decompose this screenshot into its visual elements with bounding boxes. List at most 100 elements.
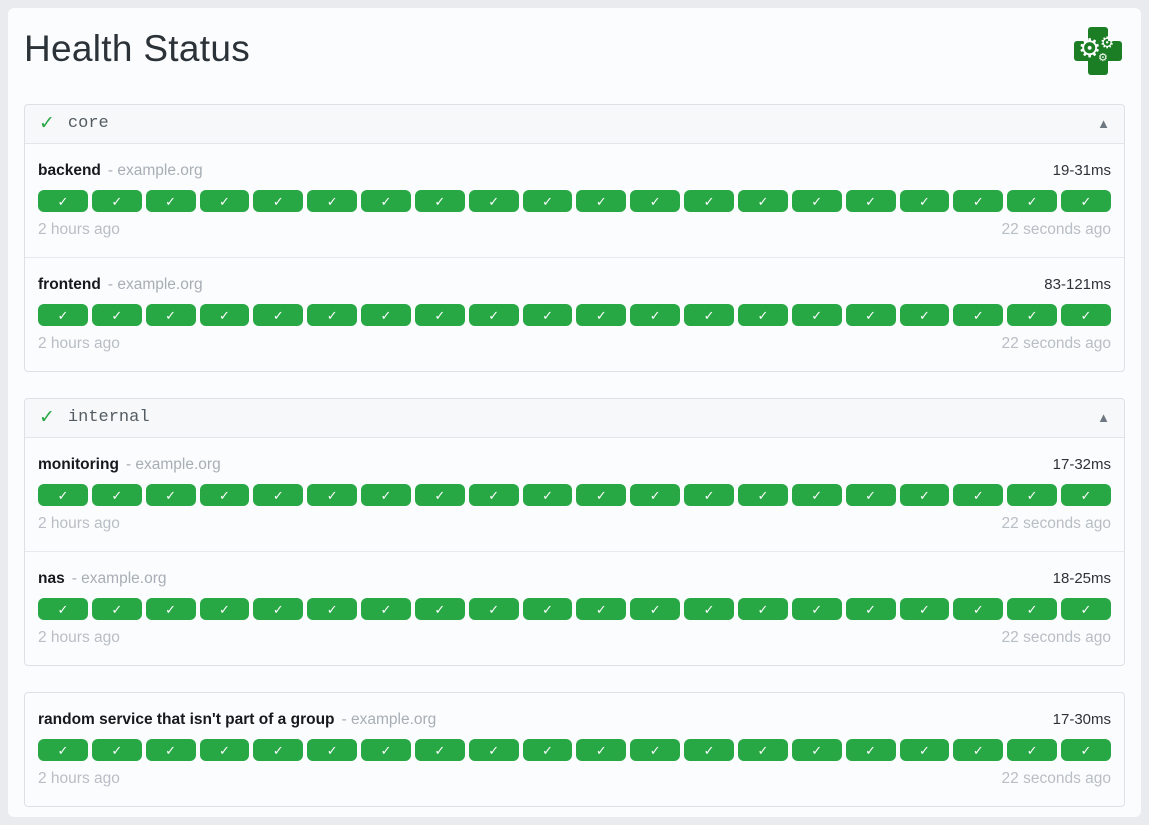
status-badge-success[interactable]: ✓ bbox=[1007, 304, 1058, 326]
status-badge-success[interactable]: ✓ bbox=[845, 304, 896, 326]
status-badge-success[interactable]: ✓ bbox=[307, 598, 358, 620]
status-badge-success[interactable]: ✓ bbox=[145, 484, 196, 506]
status-badge-success[interactable]: ✓ bbox=[38, 304, 88, 326]
status-badge-success[interactable]: ✓ bbox=[199, 598, 250, 620]
status-badge-success[interactable]: ✓ bbox=[91, 190, 142, 212]
status-badge-success[interactable]: ✓ bbox=[576, 598, 627, 620]
status-badge-success[interactable]: ✓ bbox=[145, 190, 196, 212]
status-badge-success[interactable]: ✓ bbox=[307, 190, 358, 212]
status-badge-success[interactable]: ✓ bbox=[145, 739, 196, 761]
status-badge-success[interactable]: ✓ bbox=[845, 190, 896, 212]
status-badge-success[interactable]: ✓ bbox=[684, 304, 734, 326]
status-badge-success[interactable]: ✓ bbox=[361, 598, 411, 620]
status-badge-success[interactable]: ✓ bbox=[630, 304, 681, 326]
status-badge-success[interactable]: ✓ bbox=[630, 484, 681, 506]
status-badge-success[interactable]: ✓ bbox=[576, 304, 627, 326]
status-badge-success[interactable]: ✓ bbox=[1061, 598, 1111, 620]
status-badge-success[interactable]: ✓ bbox=[684, 190, 734, 212]
status-badge-success[interactable]: ✓ bbox=[361, 739, 411, 761]
status-badge-success[interactable]: ✓ bbox=[253, 598, 304, 620]
status-badge-success[interactable]: ✓ bbox=[845, 739, 896, 761]
status-badge-success[interactable]: ✓ bbox=[1007, 598, 1058, 620]
status-badge-success[interactable]: ✓ bbox=[630, 739, 681, 761]
status-badge-success[interactable]: ✓ bbox=[791, 739, 842, 761]
status-badge-success[interactable]: ✓ bbox=[1007, 190, 1058, 212]
status-badge-success[interactable]: ✓ bbox=[845, 484, 896, 506]
status-badge-success[interactable]: ✓ bbox=[1061, 190, 1111, 212]
status-badge-success[interactable]: ✓ bbox=[522, 484, 573, 506]
status-badge-success[interactable]: ✓ bbox=[737, 190, 788, 212]
status-badge-success[interactable]: ✓ bbox=[899, 484, 950, 506]
status-badge-success[interactable]: ✓ bbox=[576, 484, 627, 506]
status-badge-success[interactable]: ✓ bbox=[1007, 484, 1058, 506]
status-badge-success[interactable]: ✓ bbox=[199, 190, 250, 212]
status-badge-success[interactable]: ✓ bbox=[253, 739, 304, 761]
status-badge-success[interactable]: ✓ bbox=[414, 739, 465, 761]
status-badge-success[interactable]: ✓ bbox=[953, 739, 1004, 761]
status-badge-success[interactable]: ✓ bbox=[38, 190, 88, 212]
status-badge-success[interactable]: ✓ bbox=[199, 484, 250, 506]
status-badge-success[interactable]: ✓ bbox=[91, 739, 142, 761]
status-badge-success[interactable]: ✓ bbox=[307, 304, 358, 326]
status-badge-success[interactable]: ✓ bbox=[791, 304, 842, 326]
status-badge-success[interactable]: ✓ bbox=[1061, 739, 1111, 761]
status-badge-success[interactable]: ✓ bbox=[953, 598, 1004, 620]
status-badge-success[interactable]: ✓ bbox=[953, 304, 1004, 326]
status-badge-success[interactable]: ✓ bbox=[468, 304, 519, 326]
status-badge-success[interactable]: ✓ bbox=[737, 304, 788, 326]
group-header[interactable]: ✓ internal ▲ bbox=[25, 399, 1124, 438]
status-badge-success[interactable]: ✓ bbox=[1061, 304, 1111, 326]
status-badge-success[interactable]: ✓ bbox=[145, 304, 196, 326]
status-badge-success[interactable]: ✓ bbox=[899, 598, 950, 620]
status-badge-success[interactable]: ✓ bbox=[253, 304, 304, 326]
status-badge-success[interactable]: ✓ bbox=[630, 190, 681, 212]
status-badge-success[interactable]: ✓ bbox=[737, 484, 788, 506]
status-badge-success[interactable]: ✓ bbox=[361, 190, 411, 212]
status-badge-success[interactable]: ✓ bbox=[414, 484, 465, 506]
status-badge-success[interactable]: ✓ bbox=[791, 598, 842, 620]
collapse-arrow-icon[interactable]: ▲ bbox=[1097, 116, 1110, 131]
status-badge-success[interactable]: ✓ bbox=[307, 484, 358, 506]
status-badge-success[interactable]: ✓ bbox=[91, 484, 142, 506]
status-badge-success[interactable]: ✓ bbox=[1007, 739, 1058, 761]
status-badge-success[interactable]: ✓ bbox=[468, 598, 519, 620]
status-badge-success[interactable]: ✓ bbox=[522, 304, 573, 326]
status-badge-success[interactable]: ✓ bbox=[468, 739, 519, 761]
status-badge-success[interactable]: ✓ bbox=[414, 190, 465, 212]
status-badge-success[interactable]: ✓ bbox=[899, 190, 950, 212]
status-badge-success[interactable]: ✓ bbox=[253, 484, 304, 506]
status-badge-success[interactable]: ✓ bbox=[468, 484, 519, 506]
status-badge-success[interactable]: ✓ bbox=[199, 304, 250, 326]
collapse-arrow-icon[interactable]: ▲ bbox=[1097, 410, 1110, 425]
status-badge-success[interactable]: ✓ bbox=[791, 190, 842, 212]
status-badge-success[interactable]: ✓ bbox=[145, 598, 196, 620]
status-badge-success[interactable]: ✓ bbox=[899, 304, 950, 326]
status-badge-success[interactable]: ✓ bbox=[791, 484, 842, 506]
status-badge-success[interactable]: ✓ bbox=[199, 739, 250, 761]
status-badge-success[interactable]: ✓ bbox=[953, 484, 1004, 506]
status-badge-success[interactable]: ✓ bbox=[522, 739, 573, 761]
status-badge-success[interactable]: ✓ bbox=[684, 598, 734, 620]
status-badge-success[interactable]: ✓ bbox=[361, 304, 411, 326]
status-badge-success[interactable]: ✓ bbox=[845, 598, 896, 620]
status-badge-success[interactable]: ✓ bbox=[361, 484, 411, 506]
status-badge-success[interactable]: ✓ bbox=[468, 190, 519, 212]
status-badge-success[interactable]: ✓ bbox=[253, 190, 304, 212]
status-badge-success[interactable]: ✓ bbox=[91, 304, 142, 326]
status-badge-success[interactable]: ✓ bbox=[576, 190, 627, 212]
status-badge-success[interactable]: ✓ bbox=[522, 598, 573, 620]
status-badge-success[interactable]: ✓ bbox=[684, 739, 734, 761]
status-badge-success[interactable]: ✓ bbox=[953, 190, 1004, 212]
status-badge-success[interactable]: ✓ bbox=[684, 484, 734, 506]
status-badge-success[interactable]: ✓ bbox=[522, 190, 573, 212]
status-badge-success[interactable]: ✓ bbox=[737, 739, 788, 761]
group-header[interactable]: ✓ core ▲ bbox=[25, 105, 1124, 144]
status-badge-success[interactable]: ✓ bbox=[414, 304, 465, 326]
status-badge-success[interactable]: ✓ bbox=[91, 598, 142, 620]
status-badge-success[interactable]: ✓ bbox=[576, 739, 627, 761]
status-badge-success[interactable]: ✓ bbox=[630, 598, 681, 620]
status-badge-success[interactable]: ✓ bbox=[38, 484, 88, 506]
status-badge-success[interactable]: ✓ bbox=[1061, 484, 1111, 506]
status-badge-success[interactable]: ✓ bbox=[307, 739, 358, 761]
status-badge-success[interactable]: ✓ bbox=[414, 598, 465, 620]
